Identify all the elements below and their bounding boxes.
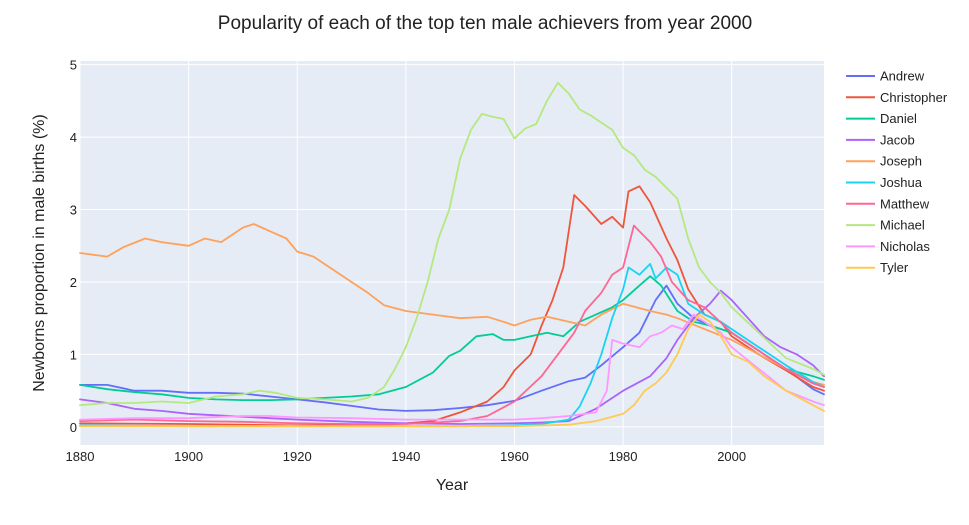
x-tick-label: 1940 (391, 449, 420, 464)
legend-item-joseph[interactable]: Joseph (846, 154, 922, 169)
legend-item-jacob[interactable]: Jacob (846, 132, 915, 147)
series-line-daniel (79, 275, 825, 401)
legend-item-tyler[interactable]: Tyler (846, 260, 909, 275)
legend-item-michael[interactable]: Michael (846, 218, 925, 233)
legend-label: Joseph (880, 154, 922, 169)
legend-item-matthew[interactable]: Matthew (846, 196, 930, 211)
x-tick-label: 1980 (609, 449, 638, 464)
series-line-nicholas (79, 313, 825, 421)
legend-label: Joshua (880, 175, 923, 190)
legend-label: Daniel (880, 111, 917, 126)
legend: Andrew Christopher Daniel Jacob Joseph Joshua… (846, 69, 948, 275)
x-tick-label: 2000 (717, 449, 746, 464)
series-line-joseph (79, 223, 825, 386)
plot-area (80, 61, 824, 445)
y-tick-label: 1 (70, 347, 77, 362)
y-tick-label: 5 (70, 58, 77, 73)
legend-item-daniel[interactable]: Daniel (846, 111, 917, 126)
x-tick-label: 1920 (283, 449, 312, 464)
x-axis-title: Year (436, 477, 469, 494)
y-axis-title: Newborns proportion in male births (%) (31, 114, 48, 391)
series-line-michael (79, 81, 825, 407)
x-tick-label: 1880 (66, 449, 95, 464)
x-axis-ticks: 1880 1900 1920 1940 1960 1980 2000 (66, 449, 747, 464)
legend-label: Jacob (880, 132, 915, 147)
x-tick-label: 1900 (174, 449, 203, 464)
legend-item-andrew[interactable]: Andrew (846, 69, 925, 84)
legend-item-christopher[interactable]: Christopher (846, 90, 948, 105)
series-lines (79, 81, 825, 428)
legend-item-nicholas[interactable]: Nicholas (846, 239, 930, 254)
series-line-tyler (79, 313, 825, 428)
y-tick-label: 2 (70, 275, 77, 290)
legend-item-joshua[interactable]: Joshua (846, 175, 923, 190)
legend-label: Andrew (880, 69, 925, 84)
y-axis-ticks: 0 1 2 3 4 5 (70, 58, 77, 435)
x-tick-label: 1960 (500, 449, 529, 464)
legend-label: Michael (880, 218, 925, 233)
legend-label: Christopher (880, 90, 948, 105)
chart-title: Popularity of each of the top ten male a… (218, 13, 752, 34)
legend-label: Nicholas (880, 239, 930, 254)
legend-label: Tyler (880, 260, 909, 275)
series-line-matthew (79, 224, 825, 425)
y-tick-label: 3 (70, 203, 77, 218)
y-tick-label: 0 (70, 420, 77, 435)
y-tick-label: 4 (70, 130, 77, 145)
legend-label: Matthew (880, 196, 930, 211)
